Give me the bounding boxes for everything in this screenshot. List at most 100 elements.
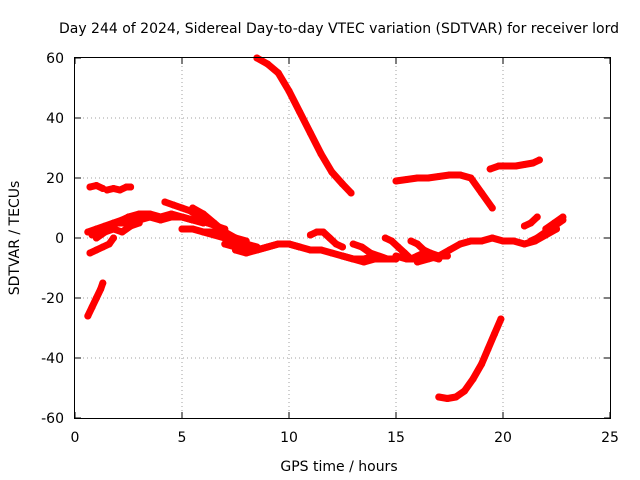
data-point: [383, 255, 391, 263]
data-point: [484, 345, 492, 353]
data-point: [92, 246, 100, 254]
data-point: [424, 255, 432, 263]
data-point: [469, 375, 477, 383]
data-point: [101, 228, 109, 236]
data-point: [527, 237, 535, 245]
data-point: [296, 243, 304, 251]
y-tick-label: 20: [46, 171, 64, 187]
data-point: [306, 231, 314, 239]
data-point: [360, 258, 368, 266]
data-point: [446, 246, 453, 254]
plot-frame: [74, 57, 611, 419]
series-line: [253, 54, 355, 197]
series-line: [392, 171, 496, 212]
data-point: [510, 237, 518, 245]
data-point: [199, 210, 207, 218]
data-point: [317, 150, 325, 158]
data-point: [242, 249, 250, 257]
data-point: [178, 204, 186, 212]
data-point: [157, 216, 165, 224]
y-tick-label: 40: [46, 111, 64, 127]
data-point: [456, 240, 464, 248]
data-point: [118, 228, 126, 236]
data-point: [232, 237, 239, 245]
data-series-arc-1: [253, 54, 355, 197]
data-point: [210, 219, 218, 227]
data-series-arc-2: [86, 182, 107, 192]
data-point: [403, 176, 411, 183]
data-point: [210, 231, 218, 239]
data-point: [306, 129, 314, 137]
data-point: [533, 234, 541, 242]
x-tick-label: 15: [387, 430, 405, 446]
data-point: [135, 210, 143, 218]
chart-title: Day 244 of 2024, Sidereal Day-to-day VTE…: [59, 21, 619, 37]
y-tick-label: -60: [41, 411, 64, 427]
x-tick-label: 25: [601, 430, 619, 446]
data-point: [114, 219, 122, 227]
data-point: [221, 228, 229, 236]
data-point: [296, 108, 304, 116]
data-point: [488, 204, 496, 212]
data-point: [499, 237, 507, 245]
data-point: [339, 243, 346, 251]
data-point: [381, 234, 389, 242]
data-point: [349, 240, 357, 248]
data-point: [542, 225, 550, 233]
data-point: [413, 258, 421, 266]
data-point: [84, 312, 92, 320]
x-tick-label: 20: [494, 430, 512, 446]
data-point: [366, 249, 374, 257]
data-point: [503, 162, 511, 170]
x-tick-label: 5: [178, 430, 187, 446]
data-series-arc-30: [435, 315, 505, 402]
data-point: [413, 174, 421, 182]
data-point: [116, 186, 124, 194]
data-point: [339, 252, 346, 260]
data-point: [413, 240, 421, 248]
data-series-arc-20: [349, 240, 391, 263]
data-point: [319, 228, 327, 236]
data-point: [92, 294, 100, 302]
data-series-arc-8: [92, 219, 143, 242]
data-point: [529, 159, 537, 167]
data-point: [178, 213, 186, 221]
data-series-arc-11: [135, 213, 197, 224]
data-series-arc-5: [86, 234, 118, 257]
data-point: [512, 162, 520, 170]
data-point: [488, 234, 496, 242]
data-point: [317, 246, 325, 254]
data-point: [253, 246, 261, 254]
data-series-arc-14: [199, 228, 261, 251]
data-series-arc-29: [486, 156, 543, 173]
data-point: [242, 240, 250, 248]
data-point: [403, 255, 411, 263]
data-point: [313, 228, 321, 236]
series-line: [435, 315, 505, 402]
axis-ticks: 0 5 10 15 20 25 -60 -40 -20 0 20 40 60: [41, 51, 619, 446]
data-point: [520, 161, 528, 168]
data-point: [478, 237, 486, 245]
data-point: [274, 69, 282, 77]
data-point: [339, 180, 346, 188]
data-point: [146, 213, 154, 221]
data-point: [349, 255, 357, 263]
data-point: [446, 171, 453, 179]
data-point: [424, 174, 432, 182]
data-point: [92, 182, 100, 189]
data-point: [92, 234, 100, 242]
data-point: [520, 222, 528, 230]
data-point: [97, 285, 105, 293]
x-axis-label: GPS time / hours: [280, 459, 397, 475]
data-point: [167, 213, 175, 221]
data-point: [358, 243, 366, 251]
y-tick-label: 0: [55, 231, 64, 247]
data-point: [161, 198, 169, 206]
data-series-arc-26: [520, 213, 541, 230]
data-point: [559, 213, 567, 221]
data-point: [264, 60, 272, 68]
data-point: [189, 216, 197, 224]
data-point: [467, 174, 475, 182]
data-point: [274, 240, 282, 248]
